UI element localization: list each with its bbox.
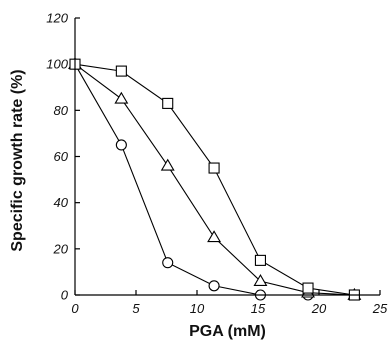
x-tick-label: 20 <box>311 301 327 316</box>
triangle-series-line <box>74 63 355 296</box>
y-tick-label: 100 <box>46 57 68 72</box>
x-tick-label: 0 <box>71 301 79 316</box>
square-series <box>69 58 360 301</box>
square-marker <box>208 162 220 174</box>
square-marker <box>302 282 314 294</box>
triangle-marker <box>207 230 222 243</box>
y-tick-label: 120 <box>46 11 68 26</box>
x-tick-label: 10 <box>190 301 205 316</box>
y-tick-label: 0 <box>61 288 69 303</box>
triangle-marker <box>160 158 175 171</box>
triangle-marker <box>253 274 268 287</box>
circle-marker <box>162 257 174 269</box>
triangle-series <box>68 57 362 300</box>
x-tick-label: 5 <box>132 301 140 316</box>
series-layer <box>68 57 362 301</box>
square-marker <box>162 97 174 109</box>
square-marker <box>254 254 266 266</box>
square-series-line <box>74 63 355 296</box>
square-marker <box>115 65 127 77</box>
y-tick-label: 20 <box>53 241 69 256</box>
y-tick-label: 40 <box>54 195 69 210</box>
circle-series <box>69 58 360 301</box>
circle-marker <box>115 139 127 151</box>
y-axis-title: Specific growth rate (%) <box>9 69 26 251</box>
y-tick-label: 80 <box>54 103 69 118</box>
circle-marker <box>208 280 220 292</box>
triangle-marker <box>114 91 129 104</box>
y-tick-label: 60 <box>54 149 69 164</box>
x-axis-title: PGA (mM) <box>189 323 266 340</box>
circle-series-line <box>74 63 355 296</box>
x-tick-label: 25 <box>372 301 388 316</box>
x-tick-label: 15 <box>251 301 266 316</box>
